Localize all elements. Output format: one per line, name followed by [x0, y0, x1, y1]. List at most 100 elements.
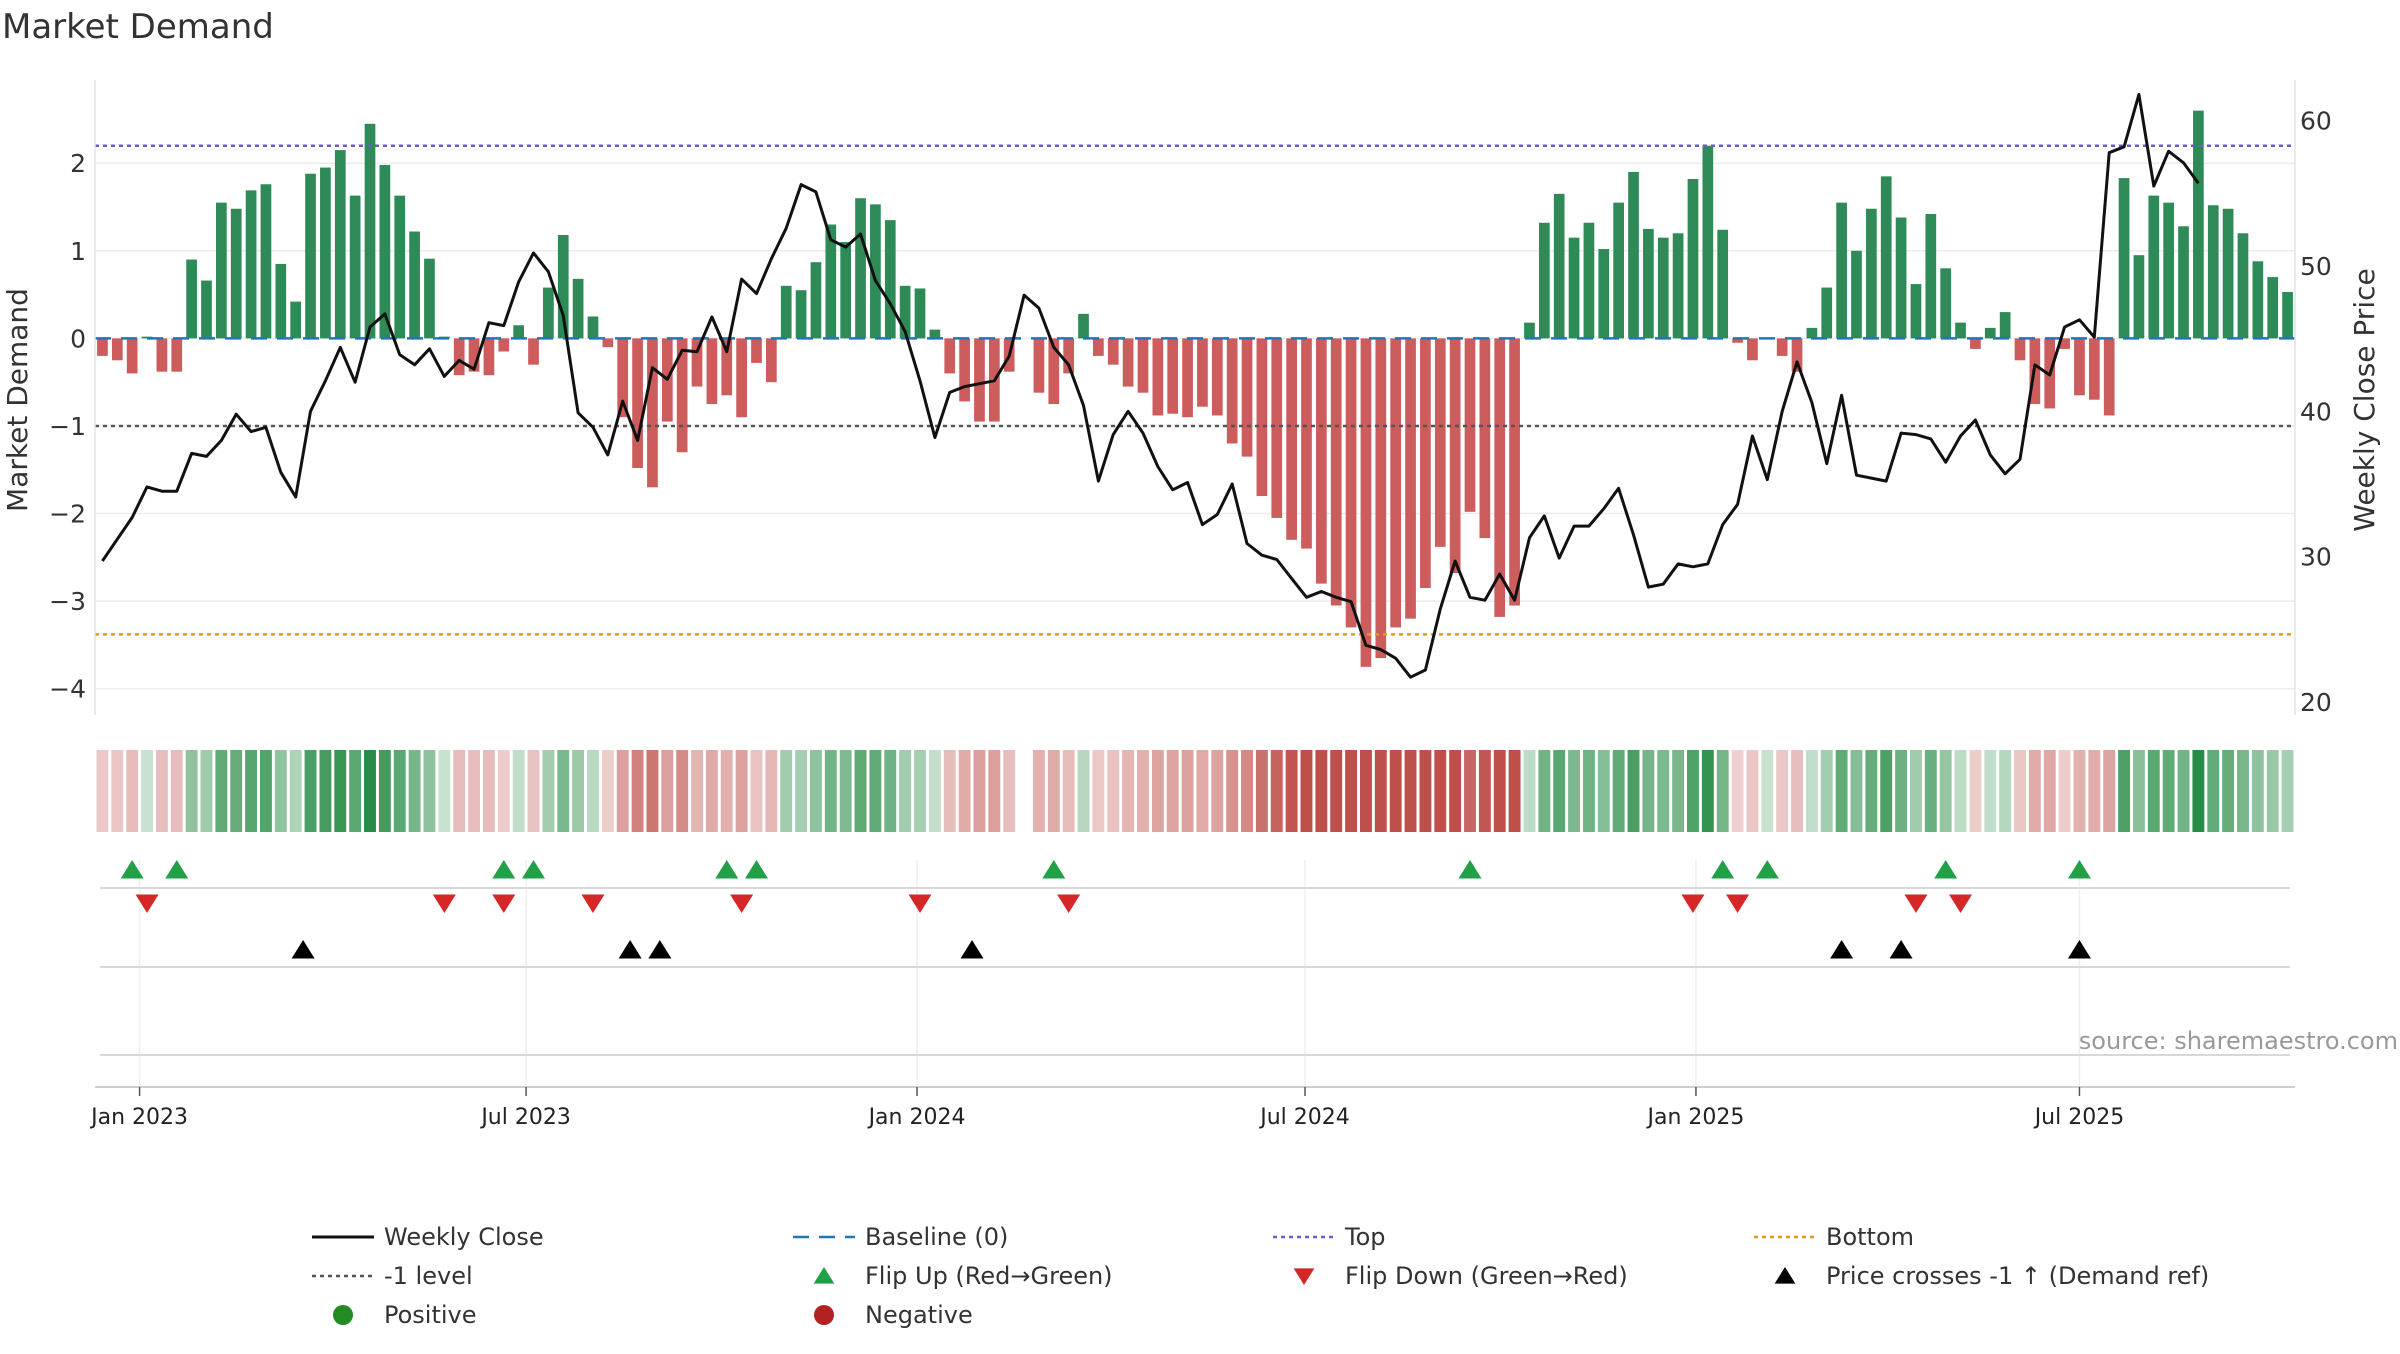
strip-cell	[928, 750, 941, 832]
demand-bar	[1137, 338, 1149, 393]
demand-bar	[1078, 313, 1089, 339]
demand-bar	[1167, 338, 1179, 414]
demand-bar	[1538, 222, 1550, 339]
strip-cell	[2043, 750, 2056, 832]
strip-cell	[438, 750, 451, 832]
x-axis: Jan 2023 Jul 2023 Jan 2024 Jul 2024 Jan 2025…	[89, 1086, 2295, 1130]
demand-bar	[1583, 222, 1595, 339]
demand-bar	[349, 195, 361, 339]
strip-cell	[1746, 750, 1759, 832]
strip-cell	[334, 750, 347, 832]
demand-bar	[884, 220, 896, 339]
strip-cell	[1374, 750, 1387, 832]
legend-flip-down-icon	[1293, 1268, 1315, 1285]
demand-bar	[1613, 202, 1624, 339]
demand-bar	[1657, 237, 1669, 339]
demand-bar	[424, 258, 435, 339]
demand-bar	[1152, 338, 1164, 416]
strip-cell	[1196, 750, 1209, 832]
legend: Weekly Close Baseline (0) Top Bottom -1 leve…	[312, 1223, 2209, 1329]
strip-cell	[319, 750, 332, 832]
strip-cell	[2058, 750, 2071, 832]
demand-bar	[2237, 233, 2249, 339]
strip-cell	[2073, 750, 2086, 832]
strip-cell	[2207, 750, 2220, 832]
strip-cell	[1939, 750, 1952, 832]
strip-cell	[453, 750, 466, 832]
demand-bar	[2178, 226, 2189, 339]
strip-cell	[1032, 750, 1045, 832]
strip-cell	[646, 750, 659, 832]
strip-cell	[1761, 750, 1774, 832]
y-tick-label-right: 30	[2300, 543, 2332, 572]
demand-bar	[1717, 229, 1729, 339]
flip-down-marker	[1904, 894, 1928, 913]
demand-bar	[1836, 202, 1847, 339]
demand-bar	[1375, 338, 1387, 659]
demand-bar	[766, 338, 777, 383]
demand-bar	[171, 338, 183, 372]
demand-bar	[572, 278, 584, 339]
strip-cell	[958, 750, 971, 832]
strip-cell	[289, 750, 302, 832]
demand-bar	[1256, 338, 1268, 497]
legend-label: Flip Down (Green→Red)	[1345, 1262, 1628, 1290]
strip-cell	[720, 750, 733, 832]
demand-bar	[201, 280, 212, 339]
strip-cell	[988, 750, 1001, 832]
strip-cell	[1835, 750, 1848, 832]
strip-cell	[274, 750, 287, 832]
demand-bar	[840, 242, 852, 339]
demand-bar	[216, 202, 227, 339]
demand-bar	[557, 235, 569, 339]
legend-label: Positive	[384, 1301, 477, 1329]
strip-cell	[973, 750, 986, 832]
demand-bar	[1925, 214, 1937, 339]
strip-cell	[765, 750, 778, 832]
strip-cell	[215, 750, 228, 832]
strip-cell	[780, 750, 793, 832]
demand-bar	[1093, 338, 1104, 356]
strip-cell	[601, 750, 614, 832]
legend-negative-icon	[814, 1305, 834, 1325]
legend-label: Baseline (0)	[865, 1223, 1008, 1251]
strip-cell	[542, 750, 555, 832]
demand-bar	[2148, 195, 2160, 339]
flip-down-marker	[1949, 894, 1973, 913]
price-cross-marker	[291, 940, 315, 959]
demand-bar	[111, 338, 123, 361]
legend-item: Price crosses -1 ↑ (Demand ref)	[1774, 1262, 2209, 1290]
demand-bar	[379, 164, 391, 339]
demand-bar	[2014, 338, 2026, 361]
strip-cell	[1092, 750, 1105, 832]
x-tick-label: Jul 2025	[2033, 1105, 2125, 1130]
demand-bar	[230, 208, 242, 339]
strip-cell	[364, 750, 376, 832]
demand-bar	[1791, 338, 1803, 372]
demand-bar	[1063, 338, 1074, 374]
demand-bar	[1776, 338, 1788, 356]
demand-bar	[1226, 338, 1238, 444]
demand-bar	[498, 338, 510, 352]
strip-cell	[869, 750, 882, 832]
strip-cell	[631, 750, 644, 832]
strip-cell	[1226, 750, 1239, 832]
demand-bar	[260, 184, 272, 339]
flip-up-marker	[492, 860, 516, 879]
strip-cell	[1345, 750, 1358, 832]
strip-cell	[2118, 750, 2130, 832]
price-line-layer	[101, 93, 2200, 679]
strip-cell	[1850, 750, 1863, 832]
strip-cell	[1107, 750, 1120, 832]
strip-cell	[735, 750, 748, 832]
price-cross-marker	[2067, 940, 2091, 959]
demand-bar	[1598, 249, 1610, 339]
strip-cell	[1315, 750, 1328, 832]
price-cross-marker	[648, 940, 672, 959]
y-axis-label-left: Market Demand	[1, 288, 34, 512]
strip-cell	[1642, 750, 1655, 832]
strip-cell	[378, 750, 391, 832]
legend-label: Top	[1344, 1223, 1386, 1251]
axes-layer: 2 1 0 −1 −2 −3 −4 60 50 40 30 20	[49, 80, 2332, 717]
legend-item: Top	[1273, 1223, 1386, 1251]
